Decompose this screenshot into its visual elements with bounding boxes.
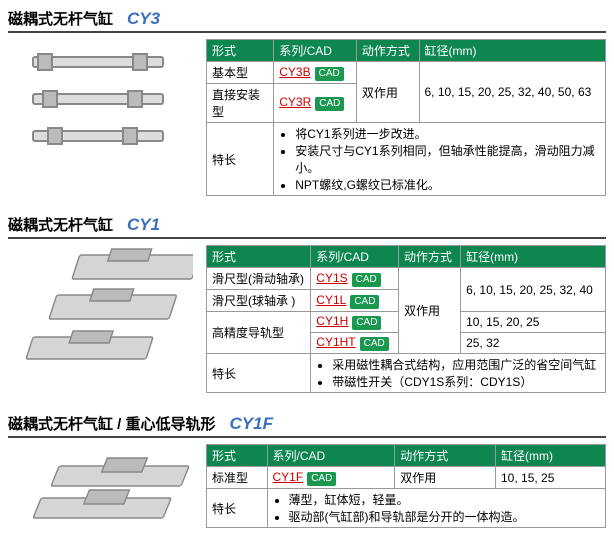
spec-table: 形式系列/CAD动作方式缸径(mm)标准型CY1FCAD双作用10, 15, 2… (206, 444, 606, 528)
cell-feature-label: 特长 (207, 489, 268, 528)
spec-header: 动作方式 (399, 246, 461, 268)
table-row: 标准型CY1FCAD双作用10, 15, 25 (207, 467, 606, 489)
spec-header: 动作方式 (395, 445, 496, 467)
feature-item: 将CY1系列进一步改进。 (295, 125, 600, 142)
spec-header: 系列/CAD (267, 445, 395, 467)
cell-series: CY1FCAD (267, 467, 395, 489)
cell-feature-label: 特长 (207, 354, 311, 393)
cad-button[interactable]: CAD (315, 97, 344, 111)
feature-item: 采用磁性耦合式结构，应用范围广泛的省空间气缸 (332, 356, 600, 373)
series-link[interactable]: CY1L (316, 293, 346, 307)
section-title: 磁耦式无杆气缸 CY3 (8, 8, 606, 33)
cell-type: 标准型 (207, 467, 268, 489)
spec-header: 形式 (207, 246, 311, 268)
cell-type: 基本型 (207, 62, 274, 84)
table-row: 滑尺型(滑动轴承)CY1SCAD双作用6, 10, 15, 20, 25, 32… (207, 268, 606, 290)
spec-header: 缸径(mm) (419, 40, 606, 62)
product-section: 磁耦式无杆气缸 CY3 形式系列/CAD动作方式缸径(mm) 基本型 CY3B CAD 双… (8, 8, 606, 196)
table-row-feature: 特长采用磁性耦合式结构，应用范围广泛的省空间气缸带磁性开关（CDY1S系列：CD… (207, 354, 606, 393)
cell-series: CY3B CAD (274, 62, 357, 84)
section-title-text: 磁耦式无杆气缸 (8, 8, 113, 29)
cell-series: CY1S CAD (311, 268, 399, 290)
cell-action: 双作用 (356, 62, 419, 123)
cad-button[interactable]: CAD (352, 316, 381, 330)
section-title-code: CY1F (230, 414, 273, 434)
series-link[interactable]: CY1HT (316, 335, 355, 349)
section-body: 形式系列/CAD动作方式缸径(mm)标准型CY1FCAD双作用10, 15, 2… (8, 444, 606, 534)
section-body: 形式系列/CAD动作方式缸径(mm)滑尺型(滑动轴承)CY1SCAD双作用6, … (8, 245, 606, 395)
series-link[interactable]: CY3R (279, 95, 311, 109)
cell-feature-content: 薄型，缸体短，轻量。驱动部(气缸部)和导轨部是分开的一体构造。 (267, 489, 606, 528)
section-title: 磁耦式无杆气缸 / 重心低导轨形 CY1F (8, 413, 606, 438)
spec-header: 动作方式 (356, 40, 419, 62)
table-row-feature: 特长将CY1系列进一步改进。安装尺寸与CY1系列相同，但轴承性能提高，滑动阻力减… (207, 123, 606, 196)
cell-type: 高精度导轨型 (207, 312, 311, 354)
product-image-cy3 (13, 39, 193, 169)
spec-header: 形式 (207, 445, 268, 467)
table-row-feature: 特长薄型，缸体短，轻量。驱动部(气缸部)和导轨部是分开的一体构造。 (207, 489, 606, 528)
cell-action: 双作用 (395, 467, 496, 489)
section-title-text: 磁耦式无杆气缸 / 重心低导轨形 (8, 413, 216, 434)
section-title-code: CY1 (127, 215, 160, 235)
product-section: 磁耦式无杆气缸 / 重心低导轨形 CY1F 形式系列/CAD动作方式缸径(mm) 标… (8, 413, 606, 534)
cell-feature-content: 将CY1系列进一步改进。安装尺寸与CY1系列相同，但轴承性能提高，滑动阻力减小。… (274, 123, 606, 196)
cell-series: CY1L CAD (311, 290, 399, 312)
cell-series: CY3R CAD (274, 84, 357, 123)
spec-header: 形式 (207, 40, 274, 62)
section-title-code: CY3 (127, 9, 160, 29)
cell-feature-content: 采用磁性耦合式结构，应用范围广泛的省空间气缸带磁性开关（CDY1S系列：CDY1… (311, 354, 606, 393)
cad-button[interactable]: CAD (315, 67, 344, 81)
feature-item: 带磁性开关（CDY1S系列：CDY1S） (332, 373, 600, 390)
cell-bore: 10, 15, 20, 25 (461, 312, 606, 333)
cad-button[interactable]: CAD (352, 273, 381, 287)
cell-bore: 25, 32 (461, 333, 606, 354)
spec-header: 缸径(mm) (461, 246, 606, 268)
series-link[interactable]: CY1S (316, 271, 347, 285)
product-image-cy1 (13, 245, 193, 395)
cad-button[interactable]: CAD (350, 295, 379, 309)
cell-type: 滑尺型(球轴承 ) (207, 290, 311, 312)
feature-item: 安装尺寸与CY1系列相同，但轴承性能提高，滑动阻力减小。 (295, 142, 600, 176)
cell-bore: 6, 10, 15, 20, 25, 32, 40 (461, 268, 606, 312)
product-section: 磁耦式无杆气缸CY1 形式系列/CAD动作方式缸径(mm)滑尺型(滑动轴承)CY… (8, 214, 606, 395)
cell-series: CY1H CAD (311, 312, 399, 333)
cad-button[interactable]: CAD (360, 337, 389, 351)
cell-bore: 6, 10, 15, 20, 25, 32, 40, 50, 63 (419, 62, 606, 123)
spec-table: 形式系列/CAD动作方式缸径(mm)滑尺型(滑动轴承)CY1SCAD双作用6, … (206, 245, 606, 393)
cell-bore: 10, 15, 25 (496, 467, 606, 489)
product-image-wrap (8, 39, 198, 169)
spec-header: 缸径(mm) (496, 445, 606, 467)
product-image-wrap (8, 245, 198, 395)
product-image-cy1f (13, 444, 193, 534)
series-link[interactable]: CY1H (316, 314, 348, 328)
section-body: 形式系列/CAD动作方式缸径(mm) 基本型 CY3B CAD 双作用6, 10, 15… (8, 39, 606, 196)
cell-series: CY1HT CAD (311, 333, 399, 354)
section-title-text: 磁耦式无杆气缸 (8, 214, 113, 235)
cad-button[interactable]: CAD (307, 472, 336, 486)
product-image-wrap (8, 444, 198, 534)
spec-header: 系列/CAD (311, 246, 399, 268)
spec-table: 形式系列/CAD动作方式缸径(mm) 基本型 CY3B CAD 双作用6, 10, 15… (206, 39, 606, 196)
series-link[interactable]: CY1F (273, 470, 304, 484)
feature-item: NPT螺纹,G螺纹已标准化。 (295, 176, 600, 193)
cell-type: 直接安装型 (207, 84, 274, 123)
cell-feature-label: 特长 (207, 123, 274, 196)
feature-item: 驱动部(气缸部)和导轨部是分开的一体构造。 (289, 508, 601, 525)
series-link[interactable]: CY3B (279, 65, 310, 79)
spec-header: 系列/CAD (274, 40, 357, 62)
cell-action: 双作用 (399, 268, 461, 354)
section-title: 磁耦式无杆气缸 CY1 (8, 214, 606, 239)
cell-type: 滑尺型(滑动轴承) (207, 268, 311, 290)
table-row: 基本型CY3BCAD双作用6, 10, 15, 20, 25, 32, 40, … (207, 62, 606, 84)
feature-item: 薄型，缸体短，轻量。 (289, 491, 601, 508)
